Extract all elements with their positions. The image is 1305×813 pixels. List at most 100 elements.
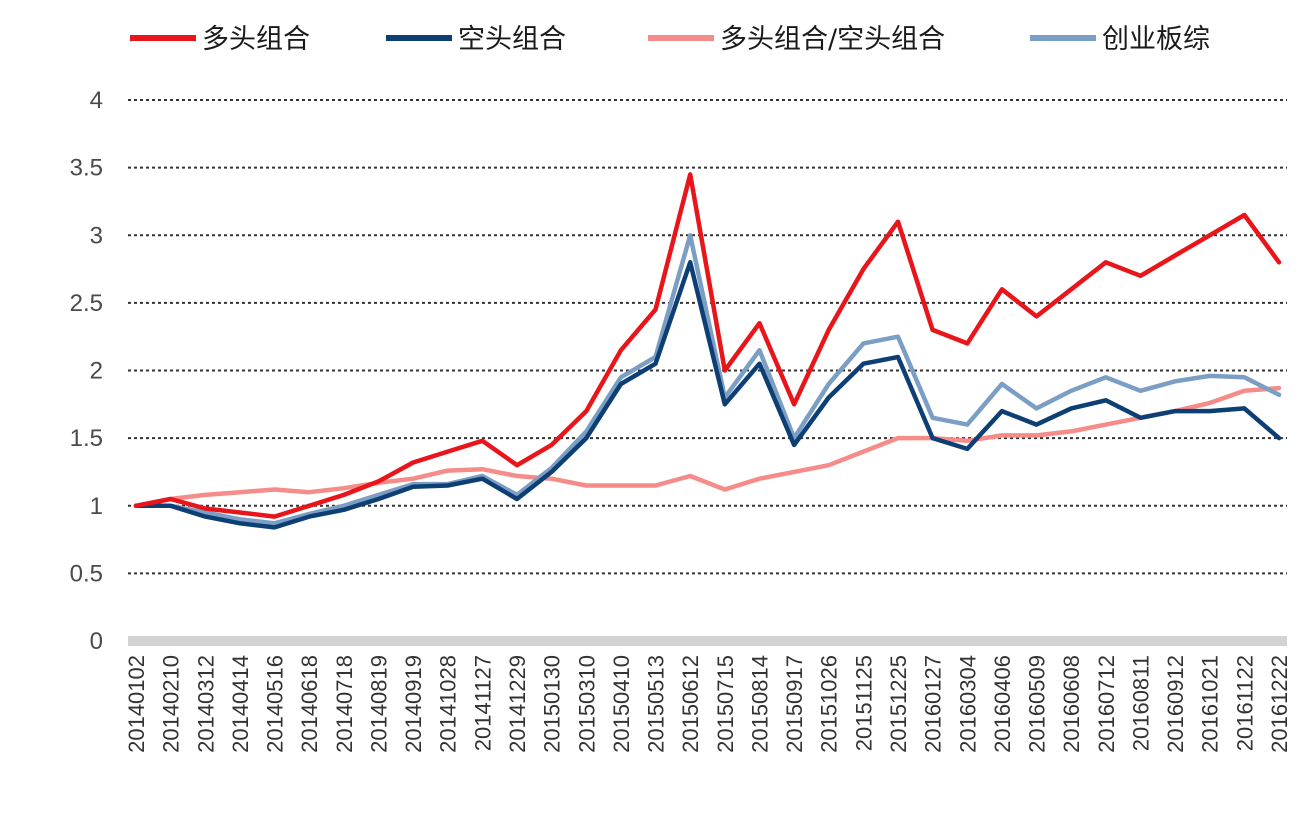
data-point [446, 469, 450, 473]
x-axis-line [128, 636, 1287, 646]
x-tick-label: 20141229 [505, 655, 530, 753]
data-point [965, 423, 969, 427]
data-point [619, 375, 623, 379]
gridlines [128, 99, 1287, 646]
data-point [861, 267, 865, 271]
x-tick-label: 20140919 [401, 655, 426, 753]
data-point [757, 348, 761, 352]
legend-label: 空头组合 [458, 24, 566, 55]
data-point [792, 402, 796, 406]
data-point [273, 525, 277, 529]
data-point [238, 521, 242, 525]
x-tick-label: 20140718 [332, 655, 357, 753]
data-point [861, 450, 865, 454]
data-point [515, 497, 519, 501]
x-tick-label: 20160127 [921, 655, 946, 753]
data-point [307, 515, 311, 519]
x-tick-label: 20160406 [990, 655, 1015, 753]
data-point [1069, 429, 1073, 433]
data-point [1035, 433, 1039, 437]
data-point [342, 486, 346, 490]
data-point [931, 328, 935, 332]
data-point [1242, 375, 1246, 379]
data-point [1000, 433, 1004, 437]
data-point [134, 504, 138, 508]
x-tick-label: 20151125 [851, 655, 876, 751]
data-point [1035, 314, 1039, 318]
data-point [550, 477, 554, 481]
data-point [757, 362, 761, 366]
data-point [827, 396, 831, 400]
data-point [273, 515, 277, 519]
x-tick-label: 20140102 [124, 655, 149, 753]
data-point [1000, 382, 1004, 386]
data-point [1138, 416, 1142, 420]
x-tick-label: 20140312 [193, 655, 218, 753]
x-tick-label: 20151225 [886, 655, 911, 753]
data-point [619, 382, 623, 386]
series-line-2 [133, 385, 1282, 509]
data-point [1069, 389, 1073, 393]
x-tick-label: 20140819 [366, 655, 391, 753]
series-lines [133, 172, 1282, 530]
data-point [827, 328, 831, 332]
data-point [654, 483, 658, 487]
legend-label: 创业板综 [1102, 24, 1210, 55]
data-point [1173, 409, 1177, 413]
data-point [827, 463, 831, 467]
data-point [688, 474, 692, 478]
data-point [861, 362, 865, 366]
data-point [965, 439, 969, 443]
data-point [757, 477, 761, 481]
data-point [1208, 409, 1212, 413]
y-tick-label: 1 [90, 493, 103, 520]
data-point [1208, 401, 1212, 405]
x-tick-label: 20140414 [228, 655, 253, 753]
x-axis-ticks: 20140102 20140210 20140312 20140414 20140516… [124, 655, 1292, 753]
y-tick-label: 4 [90, 87, 103, 114]
data-point [1242, 389, 1246, 393]
data-point [203, 515, 207, 519]
data-point [1138, 274, 1142, 278]
data-point [446, 483, 450, 487]
data-point [515, 474, 519, 478]
data-point [723, 369, 727, 372]
data-point [238, 517, 242, 521]
x-tick-label: 20160712 [1094, 655, 1119, 753]
data-point [515, 463, 519, 467]
legend-label: 多头组合 [202, 24, 310, 55]
data-point [723, 488, 727, 492]
x-tick-label: 20140516 [263, 655, 288, 753]
data-point [896, 335, 900, 339]
data-point [896, 355, 900, 359]
data-point [446, 450, 450, 454]
x-tick-label: 20150130 [540, 655, 565, 753]
x-tick-label: 20140618 [297, 655, 322, 753]
data-point [688, 260, 692, 264]
data-point [238, 490, 242, 494]
y-tick-label: 0 [90, 628, 103, 655]
data-point [619, 483, 623, 487]
data-point [688, 172, 692, 176]
data-point [1208, 233, 1212, 237]
x-tick-label: 20151026 [817, 655, 842, 753]
data-point [1277, 393, 1281, 397]
x-tick-label: 20160509 [1025, 655, 1050, 753]
data-point [1277, 260, 1281, 264]
data-point [584, 483, 588, 487]
x-tick-label: 20160608 [1059, 655, 1084, 753]
data-point [688, 233, 692, 237]
data-point [1104, 423, 1108, 427]
data-point [1069, 287, 1073, 291]
y-tick-label: 1.5 [70, 425, 103, 452]
data-point [411, 477, 415, 481]
y-tick-label: 3.5 [70, 155, 103, 182]
series-line-1 [133, 260, 1282, 530]
x-tick-label: 20150513 [644, 655, 669, 753]
data-point [827, 382, 831, 386]
data-point [654, 308, 658, 312]
data-point [584, 436, 588, 440]
y-tick-label: 2.5 [70, 290, 103, 317]
data-point [931, 416, 935, 420]
data-point [619, 348, 623, 352]
